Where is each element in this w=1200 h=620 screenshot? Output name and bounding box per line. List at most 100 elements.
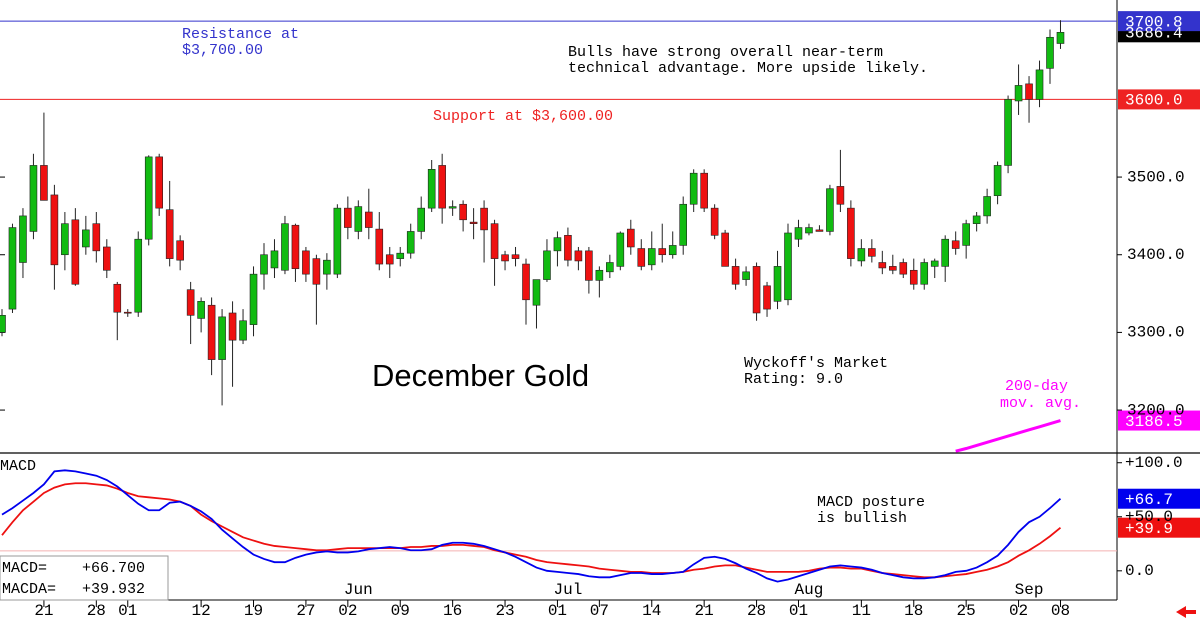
candle-body [40,165,48,201]
candle-body [228,312,237,341]
candle-body [197,301,205,319]
candle-body [490,223,499,259]
candle-body [752,266,761,314]
y-tick-label: +50.0 [1125,508,1173,526]
moving-average [955,419,1061,453]
candle-body [731,266,740,285]
candle-body [438,165,446,209]
candle-body [218,316,226,360]
candle-body [606,262,614,273]
candle-body [501,254,509,262]
candle-body [29,165,38,232]
candle-body [742,271,750,280]
candle-body [836,186,845,205]
candle-body [878,262,887,269]
x-tick-label: 19 [244,602,263,620]
candle-body [710,207,719,236]
candle-body [920,262,929,285]
x-tick-label: 23 [495,602,514,620]
candle-body [207,304,216,360]
legend-name: MACDA= [2,581,56,598]
support-text: Support at $3,600.00 [433,108,613,125]
resistance-text: Resistance at $3,700.00 [182,26,299,59]
candle-body [585,250,593,281]
candle-body [406,231,415,254]
price-tag [1118,89,1200,110]
legend-box [0,555,169,601]
candle-body [1056,32,1065,44]
text-line: $3,700.00 [182,42,263,59]
candle-body [281,223,289,271]
candle-body [784,232,792,301]
price-tag-label: +66.7 [1125,491,1173,509]
candle-body [50,194,59,266]
candle-body [155,156,163,209]
x-tick-label: 01 [118,602,137,620]
candle-body [1004,99,1012,166]
x-tick-label: 02 [338,602,357,620]
candle-body [993,165,1002,197]
candle-body [123,311,132,314]
month-label: Sep [1015,581,1044,599]
candle-body [972,215,981,224]
candle-body [532,279,541,306]
x-tick-label: 01 [548,602,567,620]
x-tick-label: 08 [1051,602,1070,620]
candle-body [270,250,279,269]
x-tick-label: 07 [590,602,609,620]
candle-body [344,207,352,228]
candle-body [543,250,551,280]
x-tick-label: 14 [642,602,661,620]
price-tag [1118,410,1200,431]
x-tick-label: 21 [695,602,714,620]
text-line: is bullish [817,510,907,527]
price-tag [1118,517,1200,538]
candle-body [553,237,562,252]
x-tick-label: 16 [443,602,462,620]
x-tick-label: 01 [789,602,808,620]
candle-body [626,228,635,248]
x-tick-label: 25 [957,602,976,620]
legend-value: +39.932 [82,581,145,598]
candle-body [658,248,667,256]
y-tick-label: 3500.0 [1127,168,1185,186]
candle-body [459,203,467,221]
x-tick-label: 11 [852,602,871,620]
candle-body [176,240,184,261]
candle-body [291,224,300,270]
text-line: Wyckoff's Market [744,355,888,372]
candle-body [815,229,824,232]
candle-body [689,172,698,205]
candle-body [868,248,876,257]
candle-body [930,260,939,267]
candle-body [260,254,268,275]
candle-body [448,206,457,209]
x-tick-label: 09 [391,602,410,620]
candle-body [302,250,310,275]
candle-body [951,240,960,249]
text-line: Bulls have strong overall near-term [568,44,883,61]
candle-body [71,219,80,285]
scroll-arrow[interactable] [1176,606,1196,618]
candle-body [134,238,143,313]
y-tick-label: 3400.0 [1127,246,1185,264]
candle-body [700,172,708,209]
text-line: Resistance at [182,26,299,43]
candle-body [0,315,6,333]
text-line: technical advantage. More upside likely. [568,60,928,77]
candle-body [92,223,101,252]
x-tick-label: 18 [904,602,923,620]
month-label: Aug [795,581,824,599]
candle-body [385,254,394,265]
candle-body [375,228,384,265]
candle-body [773,266,782,302]
legend-value: +66.700 [82,560,145,577]
x-tick-label: 02 [1009,602,1028,620]
candle-body [1035,69,1044,100]
candle-body [354,206,363,232]
candle-body [480,207,488,231]
chart-title: December Gold [372,358,589,393]
y-tick-label: 3300.0 [1127,324,1185,342]
candle-body [857,248,866,262]
